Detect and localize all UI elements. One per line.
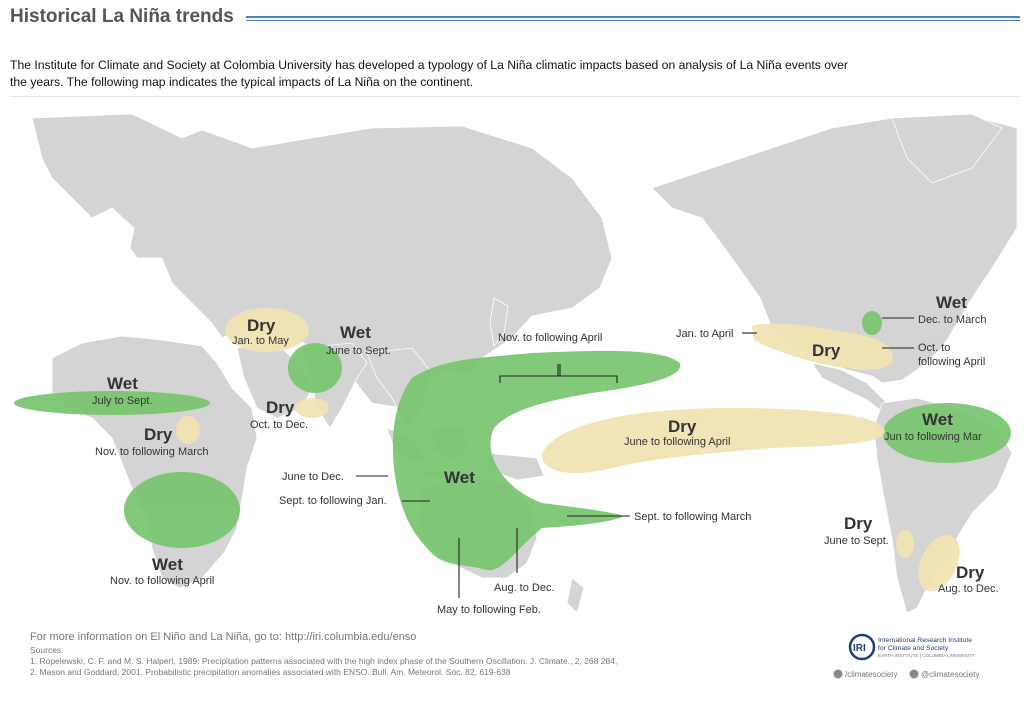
africa-land (51, 335, 258, 589)
facebook-handle: /climatesociety (845, 670, 897, 679)
wet-regions (14, 311, 1011, 571)
greenland-land (891, 113, 1003, 184)
iri-logo: IRI International Research Institute for… (848, 633, 975, 661)
page-header: Historical La Niña trends (10, 6, 1020, 34)
argentina-dry-period: Aug. to Dec. (938, 583, 999, 595)
oct-to-callout: Oct. to (918, 342, 950, 354)
india-wet-period: June to Sept. (326, 345, 391, 357)
india-dry-area (295, 398, 329, 418)
jan-april-callout: Jan. to April (676, 328, 733, 340)
source-2: 2. Mason and Goddard, 2001. Probabilisti… (30, 667, 511, 677)
sept-march-callout: Sept. to following March (634, 511, 751, 523)
sahara-dry-period: Jan. to May (232, 335, 289, 347)
source-1: 1. Ropelewski, C. F. and M. S. Halpert, … (30, 656, 617, 666)
south-africa-wet-period: Nov. to following April (110, 575, 214, 587)
east-africa-dry-word: Dry (144, 425, 173, 444)
iri-logo-circle (848, 633, 876, 661)
pacific-dry-period: June to following April (624, 436, 730, 448)
following-april-callout: following April (918, 356, 985, 368)
south-africa-wet-word: Wet (152, 555, 183, 574)
may-feb-callout: May to following Feb. (437, 604, 541, 616)
intro-divider (10, 96, 1020, 97)
iri-logo-text: IRI (853, 643, 866, 654)
maritime-wet-word: Wet (444, 468, 475, 487)
more-info-text: For more information on El Niño and La N… (30, 631, 416, 643)
sahara-dry-area (225, 308, 309, 352)
maritime-wet-area (392, 350, 681, 571)
argentina-dry-area (918, 534, 960, 592)
nov-april-bracket (499, 364, 618, 383)
south-africa-wet-area (124, 472, 240, 548)
sahel-wet-word: Wet (107, 374, 138, 393)
iri-line-3: EARTH INSTITUTE | COLUMBIA UNIVERSITY (878, 653, 975, 658)
sahel-wet-area (14, 391, 210, 415)
india-dry-period: Oct. to Dec. (250, 419, 308, 431)
chile-dry-word: Dry (844, 514, 873, 533)
india-wet-word: Wet (340, 323, 371, 342)
argentina-dry-word: Dry (956, 563, 985, 582)
twitter-icon (909, 669, 919, 679)
callout-labels: Nov. to following April June to Dec. Sep… (279, 314, 986, 616)
region-labels: Dry Jan. to May Wet June to Sept. Wet Ju… (92, 293, 999, 595)
south-america-wet-period: Jun to following Mar (884, 431, 982, 443)
social-links: /climatesociety @climatesociety (833, 669, 979, 679)
dry-regions (176, 308, 960, 592)
sahel-wet-period: July to Sept. (92, 395, 153, 407)
map-footer: For more information on El Niño and La N… (30, 631, 617, 677)
nov-april-callout: Nov. to following April (498, 332, 602, 344)
us-wet-area (862, 311, 882, 335)
sept-jan-callout: Sept. to following Jan. (279, 495, 387, 507)
map-svg: Dry Jan. to May Wet June to Sept. Wet Ju… (14, 113, 1018, 679)
title-rule (246, 16, 1020, 22)
chile-dry-period: June to Sept. (824, 535, 889, 547)
eurasia-land (31, 113, 613, 409)
new-zealand-land (566, 577, 585, 614)
india-wet-area (288, 343, 342, 393)
facebook-icon (833, 669, 843, 679)
us-dry-area (752, 323, 893, 370)
page-title: Historical La Niña trends (10, 6, 234, 27)
us-dry-word: Dry (812, 341, 841, 360)
sahara-dry-word: Dry (247, 316, 276, 335)
june-dec-callout: June to Dec. (282, 471, 344, 483)
aug-dec-callout: Aug. to Dec. (494, 582, 555, 594)
us-wet-word: Wet (936, 293, 967, 312)
chile-dry-area (896, 530, 914, 558)
twitter-handle: @climatesociety (921, 670, 979, 679)
pacific-dry-area (541, 408, 885, 473)
east-africa-dry-period: Nov. to following March (95, 446, 209, 458)
dec-march-callout: Dec. to March (918, 314, 986, 326)
iri-line-2: for Climate and Society (878, 645, 949, 652)
intro-paragraph: The Institute for Climate and Society at… (10, 58, 848, 89)
east-africa-dry-area (176, 416, 200, 444)
iri-line-1: International Research Institute (878, 637, 972, 644)
callout-lines (356, 317, 914, 598)
india-dry-word: Dry (266, 398, 295, 417)
pacific-dry-word: Dry (668, 417, 697, 436)
south-america-wet-area (883, 403, 1011, 463)
sources-label: Sources: (30, 645, 64, 655)
south-america-wet-word: Wet (922, 410, 953, 429)
japan-land (489, 297, 509, 347)
la-nina-map: Dry Jan. to May Wet June to Sept. Wet Ju… (12, 108, 1022, 706)
